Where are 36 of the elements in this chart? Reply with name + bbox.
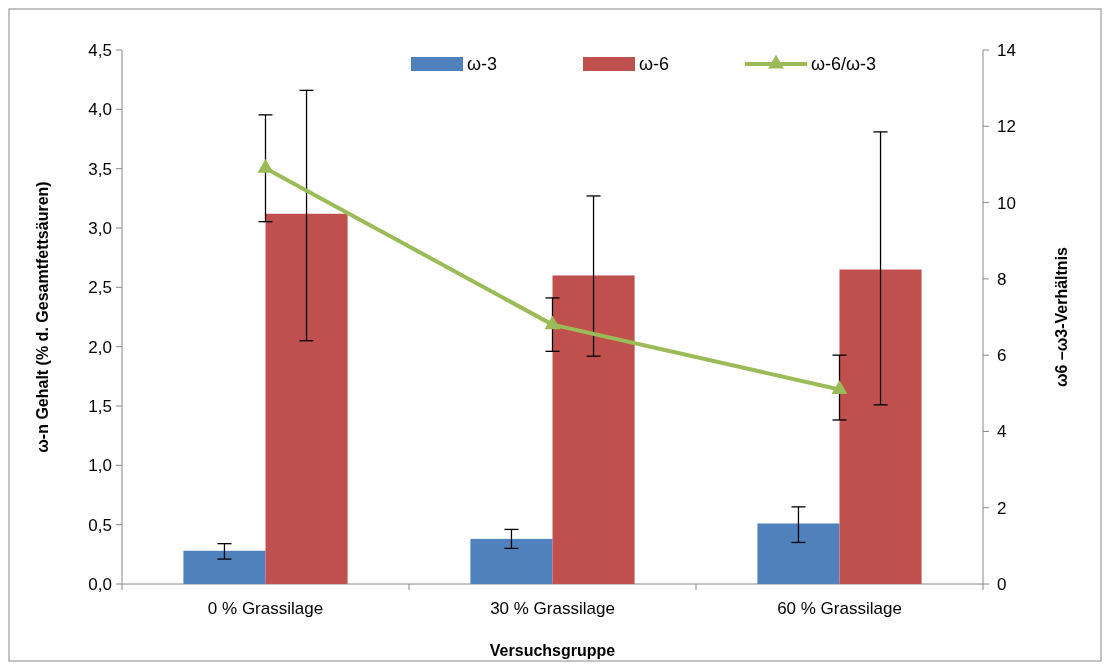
y2-tick-label: 0 [997,574,1007,594]
y2-tick-label: 10 [997,193,1016,213]
x-tick-label: 0 % Grassilage [207,599,324,618]
point [257,159,274,173]
y-tick-label: 2,0 [88,337,112,357]
y2-tick-label: 12 [997,117,1016,137]
y2-tick-label: 8 [997,269,1007,289]
y-tick-label: 1,5 [88,396,112,416]
y2-axis-title: ω6 –ω3-Verhältnis [1053,246,1070,387]
y-axis-title: ω-n Gehalt (% d. Gesamtfettsäuren) [34,181,51,453]
bar [470,538,553,584]
bar [183,550,266,584]
legend-label: ω-3 [467,54,498,75]
y-tick-label: 4,5 [88,40,112,60]
bar [839,269,922,584]
y-tick-label: 3,5 [88,159,112,179]
bar [757,523,840,584]
legend-label: ω-6/ω-3 [811,54,877,75]
point [544,315,561,330]
y2-tick-label: 4 [997,422,1007,442]
y-tick-label: 4,0 [88,100,112,120]
legend-label: ω-6 [639,54,670,75]
point [831,380,848,395]
y-tick-label: 1,0 [88,456,112,476]
x-tick-label: 60 % Grassilage [777,599,902,618]
y-tick-label: 0,0 [88,574,112,594]
y-tick-label: 2,5 [88,278,112,298]
y2-tick-label: 2 [997,498,1007,518]
y-tick-label: 0,5 [88,515,112,535]
bar [552,275,635,584]
y2-tick-label: 6 [997,346,1007,366]
x-axis-title: Versuchsgruppe [489,642,616,659]
y-tick-label: 3,0 [88,218,112,238]
bar [265,213,348,584]
x-tick-label: 30 % Grassilage [490,599,615,618]
y2-tick-label: 14 [997,40,1016,60]
